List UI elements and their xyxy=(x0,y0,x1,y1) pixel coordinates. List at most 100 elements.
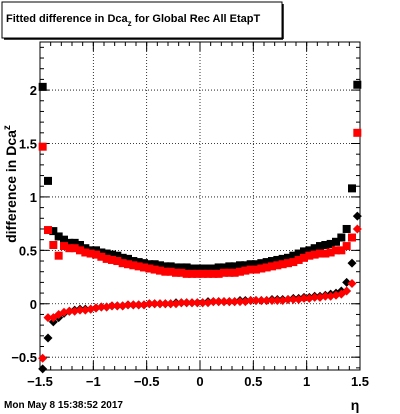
data-point-square xyxy=(92,246,100,255)
data-point-square xyxy=(305,246,314,255)
plot-frame xyxy=(39,41,361,371)
data-point-square xyxy=(257,259,266,268)
tick-labels: −1.5 −1 −0.5 0 0.5 1 1.5 −0.5 0 0.5 1 1.5 2 xyxy=(11,83,369,389)
x-tick-label: −1 xyxy=(86,374,101,389)
data-point-square xyxy=(134,258,143,267)
data-point-square xyxy=(102,254,111,263)
data-point-square xyxy=(113,257,122,266)
data-point-square xyxy=(316,242,324,251)
data-point-diamond xyxy=(187,298,197,308)
x-tick-label: 0.5 xyxy=(244,374,262,389)
data-point-diamond xyxy=(352,224,362,234)
y-axis-title-main: difference in Dca xyxy=(3,130,19,243)
data-point-square xyxy=(145,264,154,273)
data-point-square xyxy=(156,266,164,275)
data-point-square xyxy=(230,268,239,277)
data-point-square xyxy=(353,128,362,137)
data-point-square xyxy=(262,263,271,272)
data-point-diamond xyxy=(155,299,165,309)
data-point-diamond xyxy=(192,298,202,308)
data-point-square xyxy=(92,250,100,259)
data-point-square xyxy=(300,253,308,262)
data-point-square xyxy=(108,255,116,264)
data-point-square xyxy=(193,264,202,273)
data-point-diamond xyxy=(342,286,352,296)
data-point-square xyxy=(166,267,175,276)
data-point-square xyxy=(49,227,58,236)
data-point-diamond xyxy=(182,298,192,308)
data-point-square xyxy=(150,265,159,274)
data-point-diamond xyxy=(347,278,357,288)
data-point-square xyxy=(353,80,362,89)
data-point-square xyxy=(241,261,250,270)
data-point-square xyxy=(177,268,186,277)
data-point-square xyxy=(76,246,84,255)
data-point-square xyxy=(220,263,228,272)
data-point-square xyxy=(337,246,346,255)
data-point-square xyxy=(38,142,47,151)
data-point-square xyxy=(257,264,266,273)
data-point-diamond xyxy=(219,297,229,307)
data-point-square xyxy=(166,262,175,271)
data-point-diamond xyxy=(150,299,160,309)
data-point-square xyxy=(300,247,308,256)
y-tick-label: −0.5 xyxy=(11,350,37,365)
data-point-square xyxy=(321,240,330,249)
data-point-diamond xyxy=(352,211,362,221)
data-point-square xyxy=(124,254,132,263)
data-point-diamond xyxy=(288,294,298,304)
data-point-diamond xyxy=(208,297,218,307)
data-point-diamond xyxy=(64,306,74,316)
data-point-square xyxy=(332,237,340,246)
data-markers xyxy=(38,80,362,374)
data-point-diamond xyxy=(43,313,53,323)
data-point-square xyxy=(188,264,196,273)
data-point-diamond xyxy=(112,301,122,311)
data-point-diamond xyxy=(134,300,144,310)
data-point-square xyxy=(342,242,351,251)
data-point-square xyxy=(332,246,340,255)
data-point-diamond xyxy=(198,298,208,308)
data-point-square xyxy=(241,266,250,275)
data-point-square xyxy=(60,235,68,244)
data-point-diamond xyxy=(128,300,138,310)
data-point-square xyxy=(337,233,346,242)
data-point-square xyxy=(161,267,170,276)
data-point-square xyxy=(348,233,356,242)
data-point-diamond xyxy=(299,293,309,303)
x-tick-label: 1.5 xyxy=(351,374,369,389)
data-point-diamond xyxy=(283,294,293,304)
data-point-square xyxy=(44,226,52,235)
data-point-square xyxy=(305,251,314,260)
data-point-square xyxy=(204,264,212,273)
data-point-square xyxy=(150,260,159,269)
data-point-diamond xyxy=(310,292,320,302)
data-point-square xyxy=(172,263,180,272)
data-point-diamond xyxy=(251,296,261,306)
y-tick-label: 1 xyxy=(30,190,37,205)
data-point-square xyxy=(49,240,58,249)
data-point-square xyxy=(342,224,351,233)
data-point-square xyxy=(252,265,260,274)
data-point-square xyxy=(225,268,234,277)
data-point-square xyxy=(246,265,255,274)
data-point-square xyxy=(348,184,356,193)
data-point-square xyxy=(236,261,244,270)
data-point-square xyxy=(172,268,180,277)
y-tick-label: 0 xyxy=(30,297,37,312)
data-point-square xyxy=(278,260,287,269)
data-point-square xyxy=(76,240,84,249)
data-point-diamond xyxy=(38,364,48,374)
data-point-square xyxy=(246,260,255,269)
data-point-square xyxy=(273,261,282,270)
grid xyxy=(40,42,360,370)
title-box xyxy=(1,1,283,39)
data-point-square xyxy=(86,249,95,258)
data-point-square xyxy=(262,258,271,267)
data-point-square xyxy=(284,259,292,268)
data-point-diamond xyxy=(96,302,106,312)
data-point-diamond xyxy=(272,296,282,306)
data-point-diamond xyxy=(144,299,154,309)
chart-title-sub: z xyxy=(128,19,132,28)
data-point-square xyxy=(54,251,63,260)
